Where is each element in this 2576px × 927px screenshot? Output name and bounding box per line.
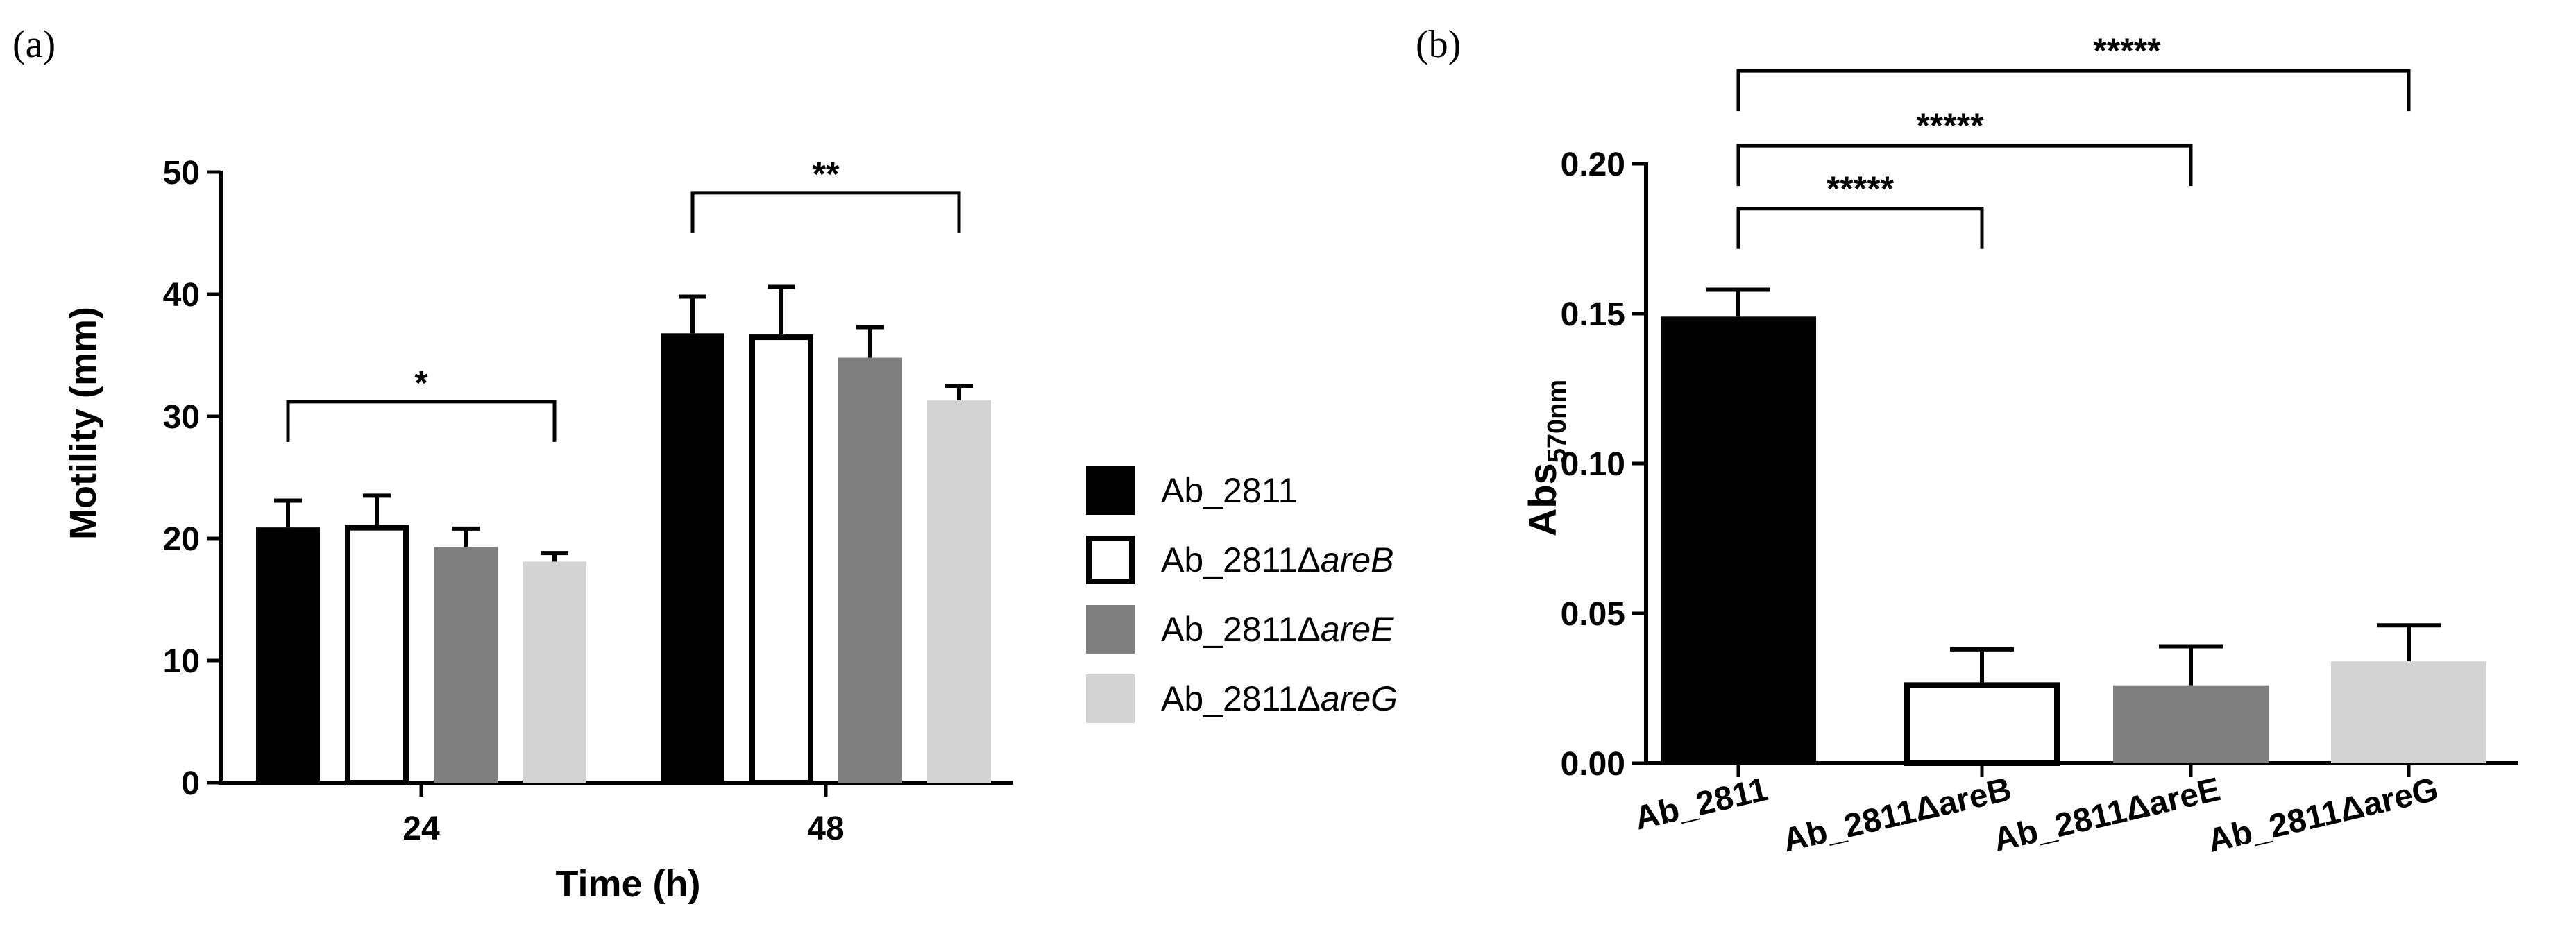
bar (838, 357, 902, 783)
legend-swatch (1086, 466, 1135, 515)
y-tick-label: 0.05 (1561, 596, 1625, 633)
panel-b-x-tick-labels: Ab_2811 Ab_2811ΔareBAb_2811ΔareEAb_2811Δa… (1632, 771, 2442, 860)
legend-label-prefix: Ab_2811Δ (1161, 610, 1321, 649)
x-tick-label: Ab_2811ΔareB (1779, 771, 2015, 859)
significance-label: ***** (1916, 106, 1984, 145)
significance-bracket (1736, 207, 1984, 249)
legend-item: Ab_2811ΔareE (1086, 605, 1394, 654)
bar (749, 334, 813, 785)
y-tick-label: 0.20 (1561, 146, 1625, 183)
panel-b-y-axis-title: Abs570nm (1520, 380, 1572, 536)
x-tick-label: Ab_2811 (1632, 771, 1772, 837)
significance-bracket (1736, 144, 2193, 187)
y-tick-label: 20 (163, 521, 200, 558)
legend-label-gene: areE (1321, 610, 1394, 649)
legend-label-gene: areG (1321, 679, 1398, 718)
panel-b-label: (b) (1416, 23, 1461, 66)
legend-label: Ab_2811 (1161, 471, 1297, 510)
panel-b-y-axis-title-main: Abs (1520, 463, 1564, 536)
legend-label: Ab_2811ΔareB (1161, 541, 1394, 579)
significance-label: * (414, 364, 428, 402)
legend-label: Ab_2811ΔareG (1161, 679, 1398, 718)
x-tick-label: Ab_2811ΔareE (1990, 771, 2224, 859)
legend-label-prefix: Ab_2811Δ (1161, 541, 1321, 579)
bar (927, 400, 991, 783)
x-tick-label: 24 (402, 810, 440, 847)
y-tick-label: 0.10 (1561, 446, 1625, 483)
y-tick-label: 0.15 (1561, 296, 1625, 333)
legend-item: Ab_2811ΔareG (1086, 674, 1398, 723)
y-tick-label: 10 (163, 643, 200, 680)
legend-swatch (1086, 674, 1135, 723)
significance-bracket (286, 400, 557, 442)
legend-label-prefix: Ab_2811Δ (1161, 679, 1321, 718)
panel-a-bars (256, 284, 991, 785)
legend: Ab_2811Ab_2811ΔareBAb_2811ΔareEAb_2811Δa… (1086, 466, 1398, 723)
panel-b-significance: ***** ***** ***** (1736, 31, 2411, 249)
significance-bracket (690, 191, 961, 233)
legend-swatch (1086, 536, 1135, 584)
y-tick-label: 30 (163, 399, 200, 436)
legend-item: Ab_2811 (1086, 466, 1297, 515)
legend-label-gene: areB (1321, 541, 1394, 579)
y-tick-label: 0 (181, 765, 200, 802)
x-tick-label: Ab_2811ΔareG (2205, 771, 2442, 860)
significance-label: ** (813, 155, 840, 194)
bar (2331, 661, 2486, 763)
bar (434, 547, 498, 783)
legend-label: Ab_2811ΔareE (1161, 610, 1394, 649)
bar (661, 333, 724, 783)
panel-a-label: (a) (12, 23, 56, 66)
bar (1661, 316, 1816, 763)
bar (345, 525, 409, 785)
significance-label: ***** (1827, 169, 1895, 208)
bar (1904, 682, 2060, 766)
panel-b-axes: 0.00 0.05 0.10 0.15 0.20 (1561, 146, 2518, 783)
panel-a-x-axis-title: Time (h) (555, 863, 700, 905)
panel-b-bars (1661, 287, 2486, 766)
y-tick-label: 50 (163, 155, 200, 192)
legend-label-prefix: Ab_2811 (1161, 471, 1297, 510)
panel-a-significance: *** (286, 155, 961, 442)
significance-bracket (1736, 69, 2411, 112)
x-tick-label: 48 (807, 810, 844, 847)
panel-b-y-axis-title-subscript: 570nm (1543, 380, 1572, 463)
significance-label: ***** (2093, 31, 2161, 70)
legend-item: Ab_2811ΔareB (1086, 536, 1394, 584)
y-tick-label: 0.00 (1561, 746, 1625, 783)
panel-b-absorbance-chart: (b) 0.000.050.100.150.20 ***************… (1416, 23, 2518, 860)
y-tick-label: 40 (163, 277, 200, 314)
legend-swatch (1086, 605, 1135, 654)
bar (2113, 685, 2269, 763)
panel-a-y-axis-title: Motility (mm) (62, 307, 104, 540)
bar (256, 527, 320, 783)
bar (523, 561, 586, 783)
